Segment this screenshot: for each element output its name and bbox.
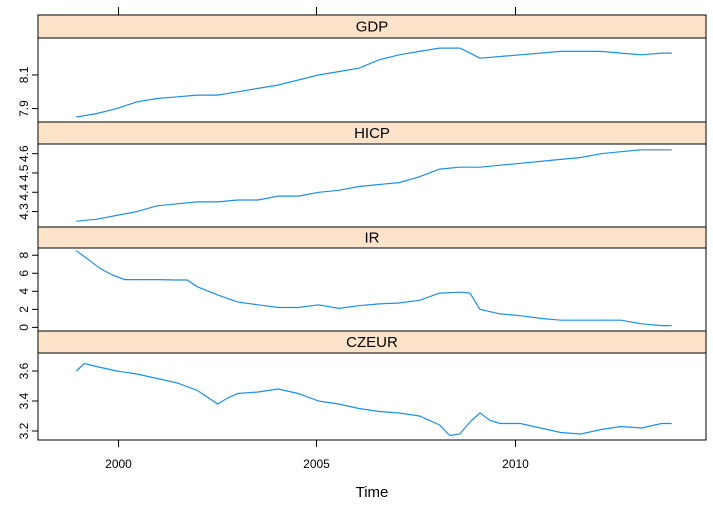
panel-gdp: GDP 7.9 8.1: [17, 14, 707, 123]
y-tick-label-czeur-0: 3.2: [17, 422, 31, 439]
series-line-gdp: [76, 47, 672, 118]
series-line-hicp: [76, 149, 672, 222]
x-axis: 2000 2005 2010: [105, 440, 529, 471]
y-tick-label-czeur-2: 3.6: [17, 362, 31, 379]
x-tick-label-2010: 2010: [502, 457, 529, 471]
y-tick-label-gdp-0: 7.9: [17, 100, 31, 117]
y-tick-label-ir-4: 8: [17, 252, 31, 259]
y-tick-label-hicp-0: 4.3: [17, 203, 31, 220]
strip-ir: [37, 226, 707, 249]
y-tick-label-ir-2: 4: [17, 288, 31, 295]
y-tick-label-gdp-1: 8.1: [17, 66, 31, 83]
y-tick-label-ir-3: 6: [17, 270, 31, 277]
series-line-ir: [75, 250, 672, 327]
y-tick-label-czeur-1: 3.4: [17, 392, 31, 409]
series-line-czeur: [75, 362, 672, 437]
panel-hicp: HICP 4.3 4.4 4.5 4.6: [17, 121, 707, 228]
top-x-ticks: [118, 7, 516, 15]
strip-label-czeur: CZEUR: [346, 334, 398, 351]
strip-czeur: [37, 330, 707, 354]
y-tick-label-hicp-1: 4.4: [17, 184, 31, 201]
strip-label-hicp: HICP: [354, 125, 390, 142]
x-axis-title: Time: [356, 484, 389, 501]
strip-gdp: [37, 14, 707, 39]
x-tick-label-2000: 2000: [105, 457, 132, 471]
panels: GDP 7.9 8.1 HICP 4.3 4.4 4.5 4.6 IR 0 2 4 6 8 CZEUR 3.2…: [17, 14, 707, 441]
y-tick-label-ir-1: 2: [17, 306, 31, 313]
y-tick-label-hicp-2: 4.5: [17, 164, 31, 181]
y-tick-label-ir-0: 0: [17, 324, 31, 331]
strip-hicp: [37, 121, 707, 145]
strip-label-gdp: GDP: [356, 19, 389, 36]
panel-ir: IR 0 2 4 6 8: [17, 226, 707, 332]
x-tick-label-2005: 2005: [303, 457, 330, 471]
y-tick-label-hicp-3: 4.6: [17, 145, 31, 162]
panel-czeur: CZEUR 3.2 3.4 3.6: [17, 330, 707, 441]
strip-label-ir: IR: [365, 230, 380, 247]
